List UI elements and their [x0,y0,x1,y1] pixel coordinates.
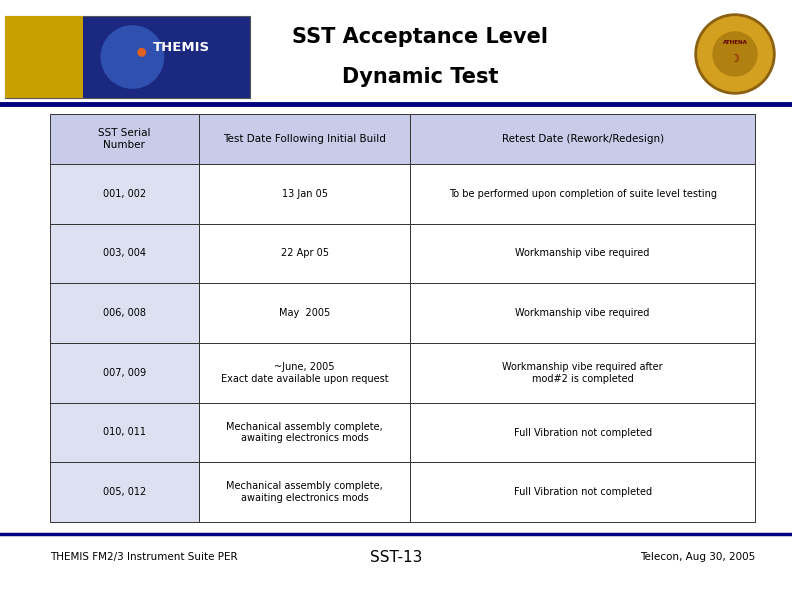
FancyBboxPatch shape [199,114,410,164]
Text: May  2005: May 2005 [279,308,330,318]
Text: THEMIS FM2/3 Instrument Suite PER: THEMIS FM2/3 Instrument Suite PER [50,552,238,562]
Text: Retest Date (Rework/Redesign): Retest Date (Rework/Redesign) [501,134,664,144]
FancyBboxPatch shape [199,403,410,462]
Circle shape [695,14,775,94]
FancyBboxPatch shape [5,16,250,98]
Text: THEMIS: THEMIS [153,40,210,54]
Text: 010, 011: 010, 011 [103,428,146,438]
Text: Dynamic Test: Dynamic Test [341,67,498,87]
FancyBboxPatch shape [199,283,410,343]
Text: ~June, 2005
Exact date available upon request: ~June, 2005 Exact date available upon re… [221,362,388,384]
FancyBboxPatch shape [50,114,199,164]
Text: 22 Apr 05: 22 Apr 05 [280,248,329,258]
Text: Test Date Following Initial Build: Test Date Following Initial Build [223,134,386,144]
Circle shape [713,32,757,76]
FancyBboxPatch shape [410,403,755,462]
Text: Mechanical assembly complete,
awaiting electronics mods: Mechanical assembly complete, awaiting e… [227,482,383,503]
Text: 005, 012: 005, 012 [103,487,146,497]
Text: Workmanship vibe required: Workmanship vibe required [516,248,650,258]
FancyBboxPatch shape [410,462,755,522]
FancyBboxPatch shape [410,164,755,223]
FancyBboxPatch shape [410,114,755,164]
FancyBboxPatch shape [199,462,410,522]
Text: SST Acceptance Level: SST Acceptance Level [291,27,548,47]
Circle shape [698,17,772,91]
FancyBboxPatch shape [199,164,410,223]
Text: 003, 004: 003, 004 [103,248,146,258]
FancyBboxPatch shape [50,283,199,343]
FancyBboxPatch shape [410,223,755,283]
Text: Workmanship vibe required after
mod#2 is completed: Workmanship vibe required after mod#2 is… [502,362,663,384]
Text: ☽: ☽ [730,54,740,64]
FancyBboxPatch shape [199,343,410,403]
FancyBboxPatch shape [50,343,199,403]
Text: 13 Jan 05: 13 Jan 05 [282,189,328,199]
Text: Mechanical assembly complete,
awaiting electronics mods: Mechanical assembly complete, awaiting e… [227,422,383,443]
FancyBboxPatch shape [50,223,199,283]
Circle shape [138,48,146,56]
Text: SST Serial
Number: SST Serial Number [98,128,150,150]
FancyBboxPatch shape [410,343,755,403]
Text: Workmanship vibe required: Workmanship vibe required [516,308,650,318]
FancyBboxPatch shape [199,223,410,283]
Text: To be performed upon completion of suite level testing: To be performed upon completion of suite… [448,189,717,199]
FancyBboxPatch shape [410,283,755,343]
Text: SST-13: SST-13 [370,550,422,564]
Text: 001, 002: 001, 002 [103,189,146,199]
FancyBboxPatch shape [50,403,199,462]
FancyBboxPatch shape [5,16,83,98]
Text: 007, 009: 007, 009 [103,368,146,378]
FancyBboxPatch shape [50,164,199,223]
Text: Full Vibration not completed: Full Vibration not completed [513,428,652,438]
Circle shape [101,26,164,88]
Text: ATHENA: ATHENA [722,40,748,45]
Text: 006, 008: 006, 008 [103,308,146,318]
FancyBboxPatch shape [50,462,199,522]
Text: Full Vibration not completed: Full Vibration not completed [513,487,652,497]
Text: Telecon, Aug 30, 2005: Telecon, Aug 30, 2005 [640,552,755,562]
